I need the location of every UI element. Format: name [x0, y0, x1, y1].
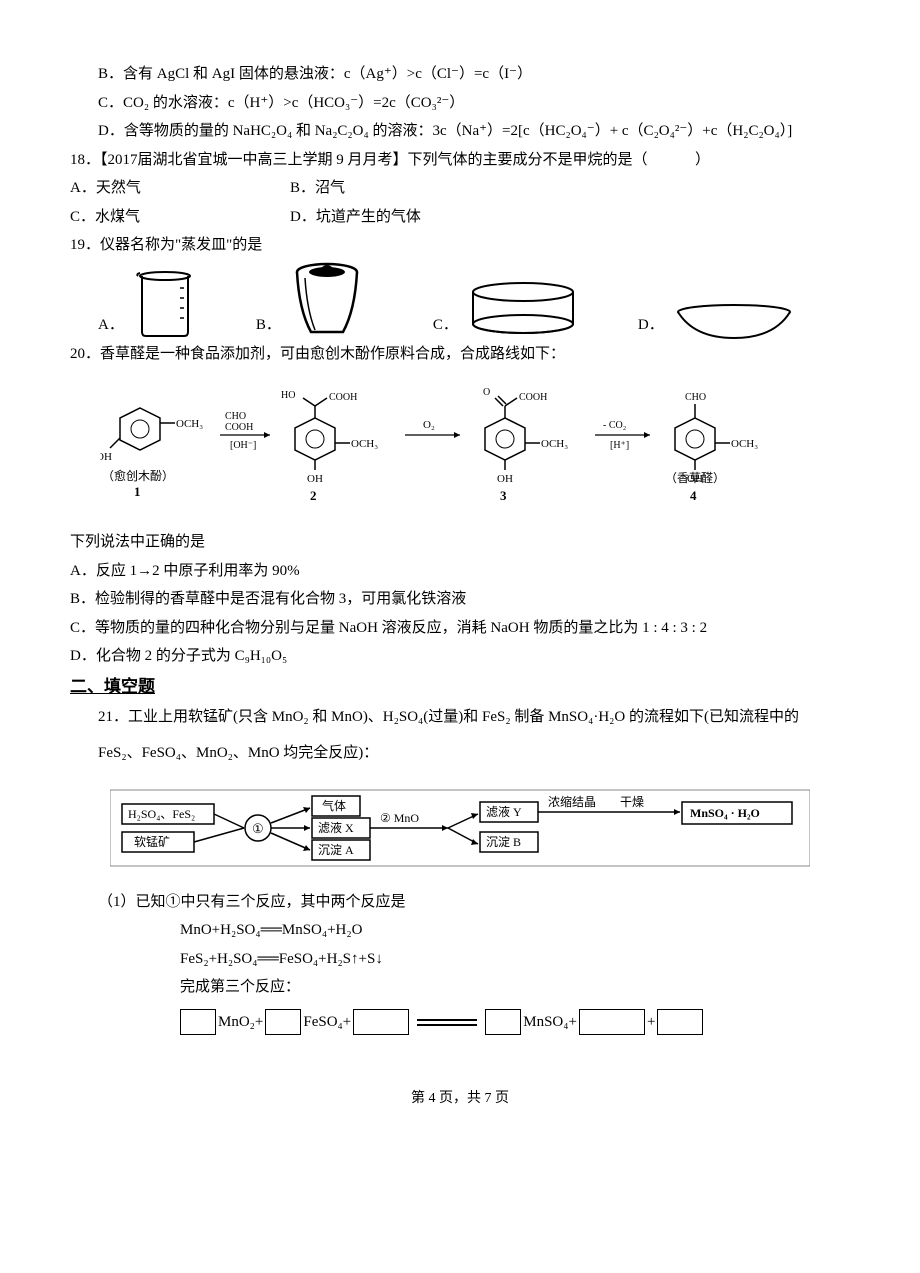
- q17-opt-b: B．含有 AgCl 和 AgI 固体的悬浊液：c（Ag⁺）>c（Cl⁻）=c（I…: [70, 60, 850, 89]
- svg-text:沉淀 A: 沉淀 A: [318, 843, 354, 857]
- q18-opt-c: C．水煤气: [70, 203, 290, 232]
- svg-text:OH: OH: [100, 451, 112, 463]
- svg-text:滤液 Y: 滤液 Y: [486, 804, 522, 819]
- eq3-b: FeSO₄+: [303, 1008, 351, 1037]
- svg-text:O: O: [483, 387, 490, 398]
- svg-text:H₂SO₄、FeS₂: H₂SO₄、FeS₂: [128, 807, 195, 821]
- svg-text:COOH: COOH: [519, 392, 547, 403]
- q20-opt-d: D．化合物 2 的分子式为 C₉H₁₀O₅: [70, 642, 850, 671]
- svg-text:浓缩结晶: 浓缩结晶: [548, 794, 596, 809]
- q19-d-label: D．: [638, 311, 664, 340]
- blank-box[interactable]: [485, 1009, 521, 1035]
- svg-text:滤液 X: 滤液 X: [318, 820, 354, 835]
- q20-mid: 下列说法中正确的是: [70, 528, 850, 557]
- q21-p2: 完成第三个反应：: [70, 973, 850, 1002]
- evaporating-dish-icon: [674, 302, 794, 340]
- svg-text:O₂: O₂: [423, 419, 435, 431]
- q20-stem: 20．香草醛是一种食品添加剂，可由愈创木酚作原料合成，合成路线如下：: [70, 340, 850, 369]
- q20-opt-a: A．反应 1→2 中原子利用率为 90%: [70, 557, 850, 586]
- eq3-d: MnSO₄+: [523, 1008, 577, 1037]
- svg-text:软锰矿: 软锰矿: [134, 834, 170, 849]
- svg-text:沉淀 B: 沉淀 B: [486, 835, 521, 849]
- svg-text:CHO: CHO: [225, 411, 246, 422]
- eq3-a: MnO₂+: [218, 1008, 263, 1037]
- svg-text:COOH: COOH: [329, 392, 357, 403]
- q18-opt-a: A．天然气: [70, 174, 290, 203]
- q19-c-label: C．: [433, 311, 458, 340]
- svg-text:② MnO: ② MnO: [380, 811, 419, 825]
- q19-a-label: A．: [98, 311, 124, 340]
- q21-eq3: MnO₂+ FeSO₄+ MnSO₄+ +: [70, 1008, 850, 1037]
- beaker-icon: [134, 268, 196, 340]
- section-2-title: 二、填空题: [70, 671, 850, 703]
- svg-text:气体: 气体: [322, 798, 346, 813]
- q21-eq2: FeS₂+H₂SO₄══FeSO₄+H₂S↑+S↓: [70, 945, 850, 974]
- q17-opt-d: D．含等物质的量的 NaHC₂O₄ 和 Na₂C₂O₄ 的溶液：3c（Na⁺）=…: [70, 117, 850, 146]
- blank-box[interactable]: [579, 1009, 645, 1035]
- q21-p1: （1）已知①中只有三个反应，其中两个反应是: [70, 888, 850, 917]
- q19-stem: 19．仪器名称为"蒸发皿"的是: [70, 231, 850, 260]
- blank-box[interactable]: [180, 1009, 216, 1035]
- q18-stem-text: 18．【2017届湖北省宜城一中高三上学期 9 月月考】下列气体的主要成分不是甲…: [70, 152, 648, 168]
- crucible-icon: [291, 260, 363, 340]
- blank-box[interactable]: [265, 1009, 301, 1035]
- crystallizing-dish-icon: [468, 280, 578, 340]
- svg-text:2: 2: [310, 488, 317, 503]
- q20-scheme: OCH₃ OH （愈创木酚） 1 CHO COOH [OH⁻] HO COOH …: [70, 378, 850, 518]
- svg-text:OH: OH: [497, 473, 513, 485]
- page-footer: 第 4 页，共 7 页: [70, 1086, 850, 1113]
- svg-text:COOH: COOH: [225, 422, 253, 433]
- q18-stem-paren: ）: [695, 152, 710, 168]
- svg-text:4: 4: [690, 488, 697, 503]
- svg-text:OCH₃: OCH₃: [176, 418, 203, 430]
- blank-box[interactable]: [353, 1009, 409, 1035]
- q18-stem: 18．【2017届湖北省宜城一中高三上学期 9 月月考】下列气体的主要成分不是甲…: [70, 146, 850, 175]
- q20-opt-b: B．检验制得的香草醛中是否混有化合物 3，可用氯化铁溶液: [70, 585, 850, 614]
- svg-text:[H⁺]: [H⁺]: [610, 440, 629, 451]
- svg-text:[OH⁻]: [OH⁻]: [230, 440, 256, 451]
- eq-line: [417, 1019, 477, 1026]
- blank-box[interactable]: [657, 1009, 703, 1035]
- svg-text:OCH₃: OCH₃: [351, 438, 378, 450]
- q21-stem2: FeS₂、FeSO₄、MnO₂、MnO 均完全反应)：: [70, 739, 850, 768]
- svg-text:干燥: 干燥: [620, 795, 644, 809]
- q20-opt-c: C．等物质的量的四种化合物分别与足量 NaOH 溶液反应，消耗 NaOH 物质的…: [70, 614, 850, 643]
- svg-text:①: ①: [252, 821, 264, 836]
- svg-text:HO: HO: [281, 390, 295, 401]
- q18-opt-b: B．沼气: [290, 174, 510, 203]
- q19-images: A． B． C． D．: [70, 260, 850, 340]
- svg-text:CHO: CHO: [685, 392, 706, 403]
- svg-text:MnSO₄ · H₂O: MnSO₄ · H₂O: [690, 806, 760, 820]
- svg-text:（愈创木酚）: （愈创木酚）: [102, 468, 174, 483]
- svg-text:OH: OH: [307, 473, 323, 485]
- svg-text:OCH₃: OCH₃: [731, 438, 758, 450]
- q19-b-label: B．: [256, 311, 281, 340]
- q21-eq1: MnO+H₂SO₄══MnSO₄+H₂O: [70, 916, 850, 945]
- eq3-e: +: [647, 1008, 655, 1037]
- q18-row1: A．天然气 B．沼气: [70, 174, 850, 203]
- q18-opt-d: D．坑道产生的气体: [290, 203, 550, 232]
- svg-text:- CO₂: - CO₂: [603, 420, 626, 431]
- svg-text:OCH₃: OCH₃: [541, 438, 568, 450]
- svg-text:3: 3: [500, 488, 507, 503]
- q18-row2: C．水煤气 D．坑道产生的气体: [70, 203, 850, 232]
- svg-text:（香草醛）: （香草醛）: [665, 470, 725, 485]
- q17-opt-c: C．CO₂ 的水溶液：c（H⁺）>c（HCO₃⁻）=2c（CO₃²⁻）: [70, 89, 850, 118]
- q21-flowchart: H₂SO₄、FeS₂ 软锰矿 ① 气体 滤液 X 沉淀 A ② MnO 滤液 Y…: [70, 778, 850, 878]
- q21-stem1: 21．工业上用软锰矿(只含 MnO₂ 和 MnO)、H₂SO₄(过量)和 FeS…: [70, 703, 850, 732]
- svg-text:1: 1: [134, 484, 141, 499]
